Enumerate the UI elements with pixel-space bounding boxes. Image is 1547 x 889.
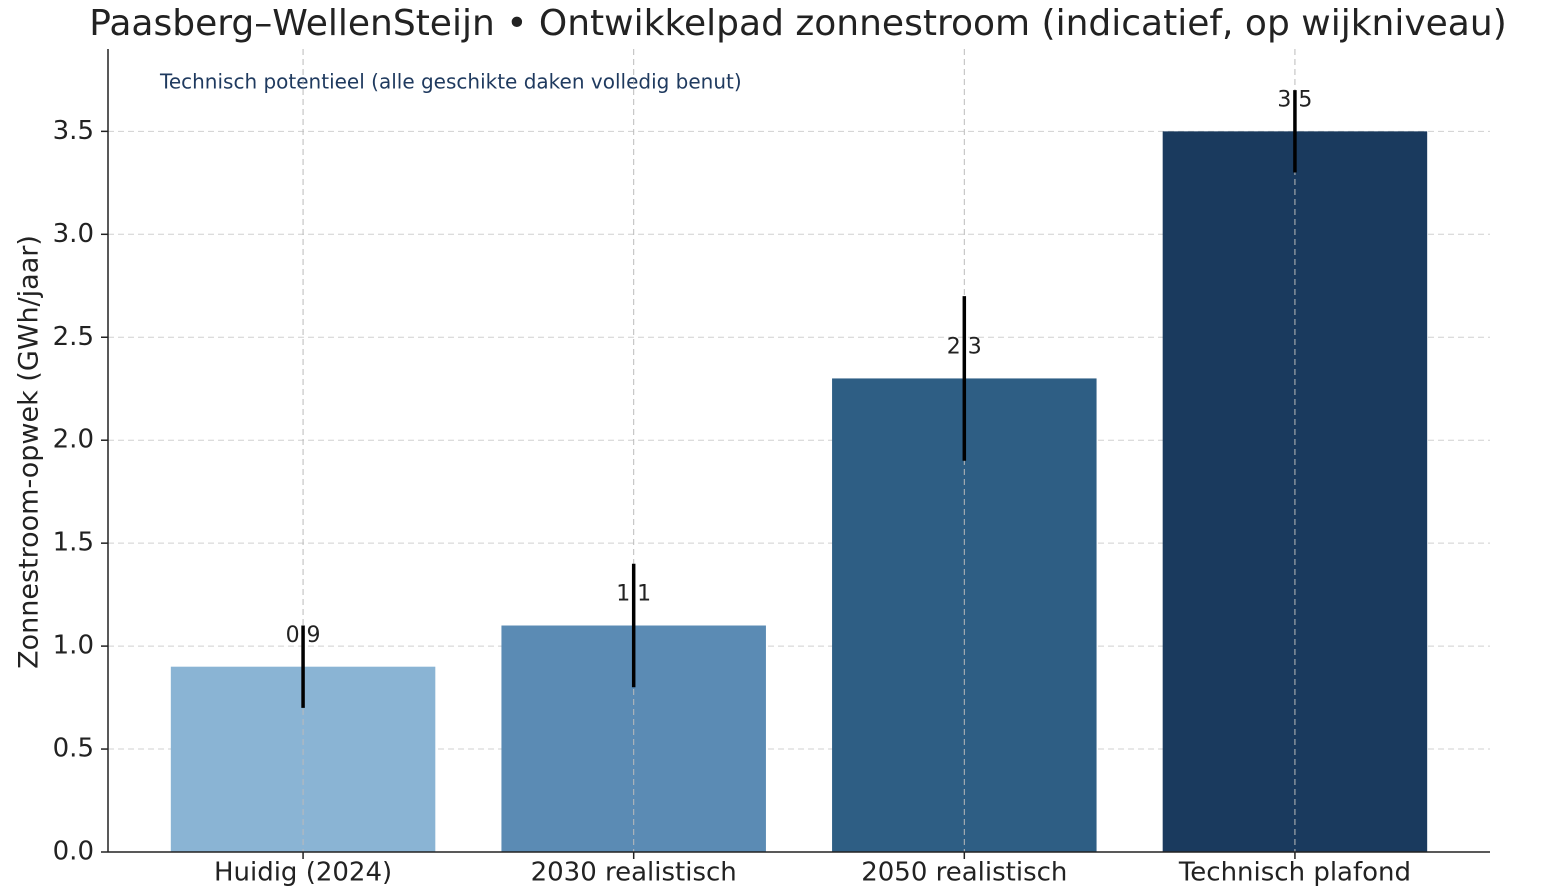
y-tick-label: 3.5 [53, 116, 94, 146]
y-tick-label: 3.0 [53, 219, 94, 249]
x-tick-label: Huidig (2024) [214, 858, 392, 888]
y-tick-label: 1.5 [53, 528, 94, 558]
x-tick-label: 2030 realistisch [531, 858, 737, 888]
x-tick-label: Technisch plafond [1178, 858, 1411, 888]
x-tick-label: 2050 realistisch [861, 858, 1067, 888]
y-tick-label: 0.0 [53, 837, 94, 867]
y-axis-label: Zonnestroom-opwek (GWh/jaar) [14, 235, 45, 669]
y-tick-label: 1.0 [53, 631, 94, 661]
y-tick-label: 2.5 [53, 322, 94, 352]
y-tick-label: 0.5 [53, 734, 94, 764]
chart-title: Paasberg–WellenSteijn • Ontwikkelpad zon… [89, 3, 1506, 44]
annotation: Technisch potentieel (alle geschikte dak… [159, 70, 742, 94]
y-tick-label: 2.0 [53, 425, 94, 455]
